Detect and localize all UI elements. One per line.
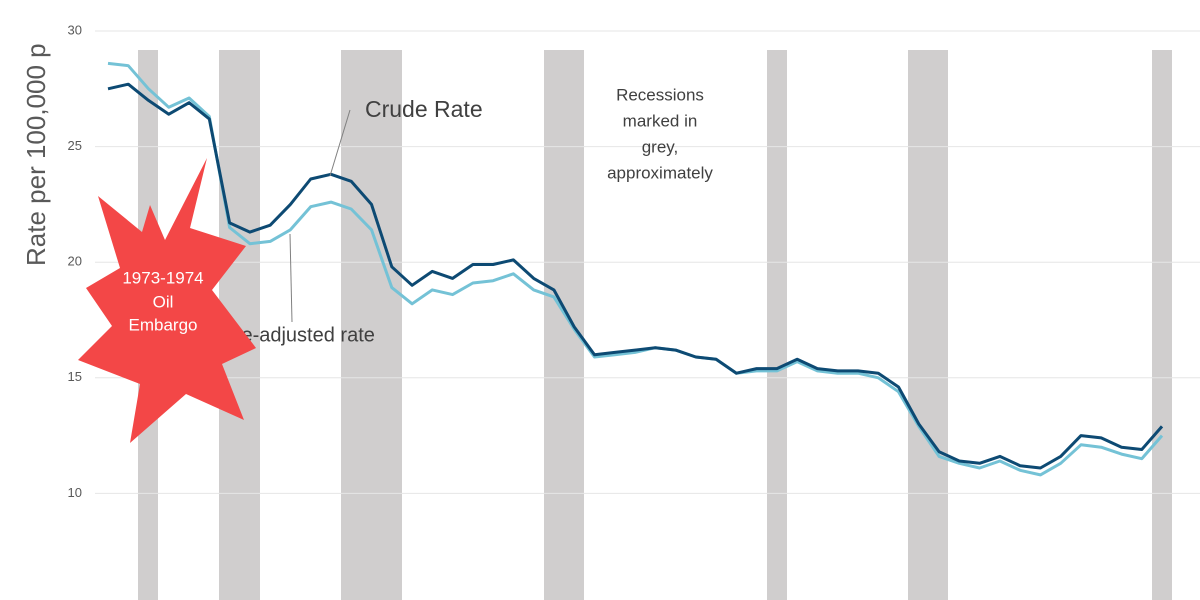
recession-note: Recessions marked in grey, approximately	[607, 85, 713, 182]
recession-band	[1152, 50, 1172, 600]
note-line: approximately	[607, 163, 713, 182]
y-tick-label: 10	[68, 485, 82, 500]
starburst	[78, 158, 256, 443]
crude-rate-label: Crude Rate	[365, 96, 483, 122]
series-line	[107, 82, 1164, 470]
y-axis-title: Rate per 100,000 p	[21, 43, 51, 266]
grid: 10 15 20 25 30	[68, 22, 1200, 500]
recession-band	[767, 50, 787, 600]
recession-band	[908, 50, 948, 600]
embargo-note: 1973-1974 Oil Embargo	[122, 268, 203, 334]
recession-band	[341, 50, 402, 600]
note-line: grey,	[642, 137, 679, 156]
leader-line	[289, 233, 293, 323]
lines	[107, 61, 1164, 477]
y-tick-label: 20	[68, 254, 82, 269]
note-line: Embargo	[129, 315, 198, 334]
leader-line	[329, 109, 351, 177]
y-tick-label: 15	[68, 369, 82, 384]
recession-bands	[138, 50, 1172, 600]
series-line	[107, 61, 1164, 477]
y-tick-label: 25	[68, 138, 82, 153]
note-line: marked in	[623, 111, 698, 130]
note-line: Recessions	[616, 85, 704, 104]
note-line: 1973-1974	[122, 268, 203, 287]
note-line: Oil	[153, 292, 174, 311]
y-tick-label: 30	[68, 22, 82, 37]
age-adjusted-label: Age-adjusted rate	[217, 324, 375, 346]
recession-band	[544, 50, 584, 600]
